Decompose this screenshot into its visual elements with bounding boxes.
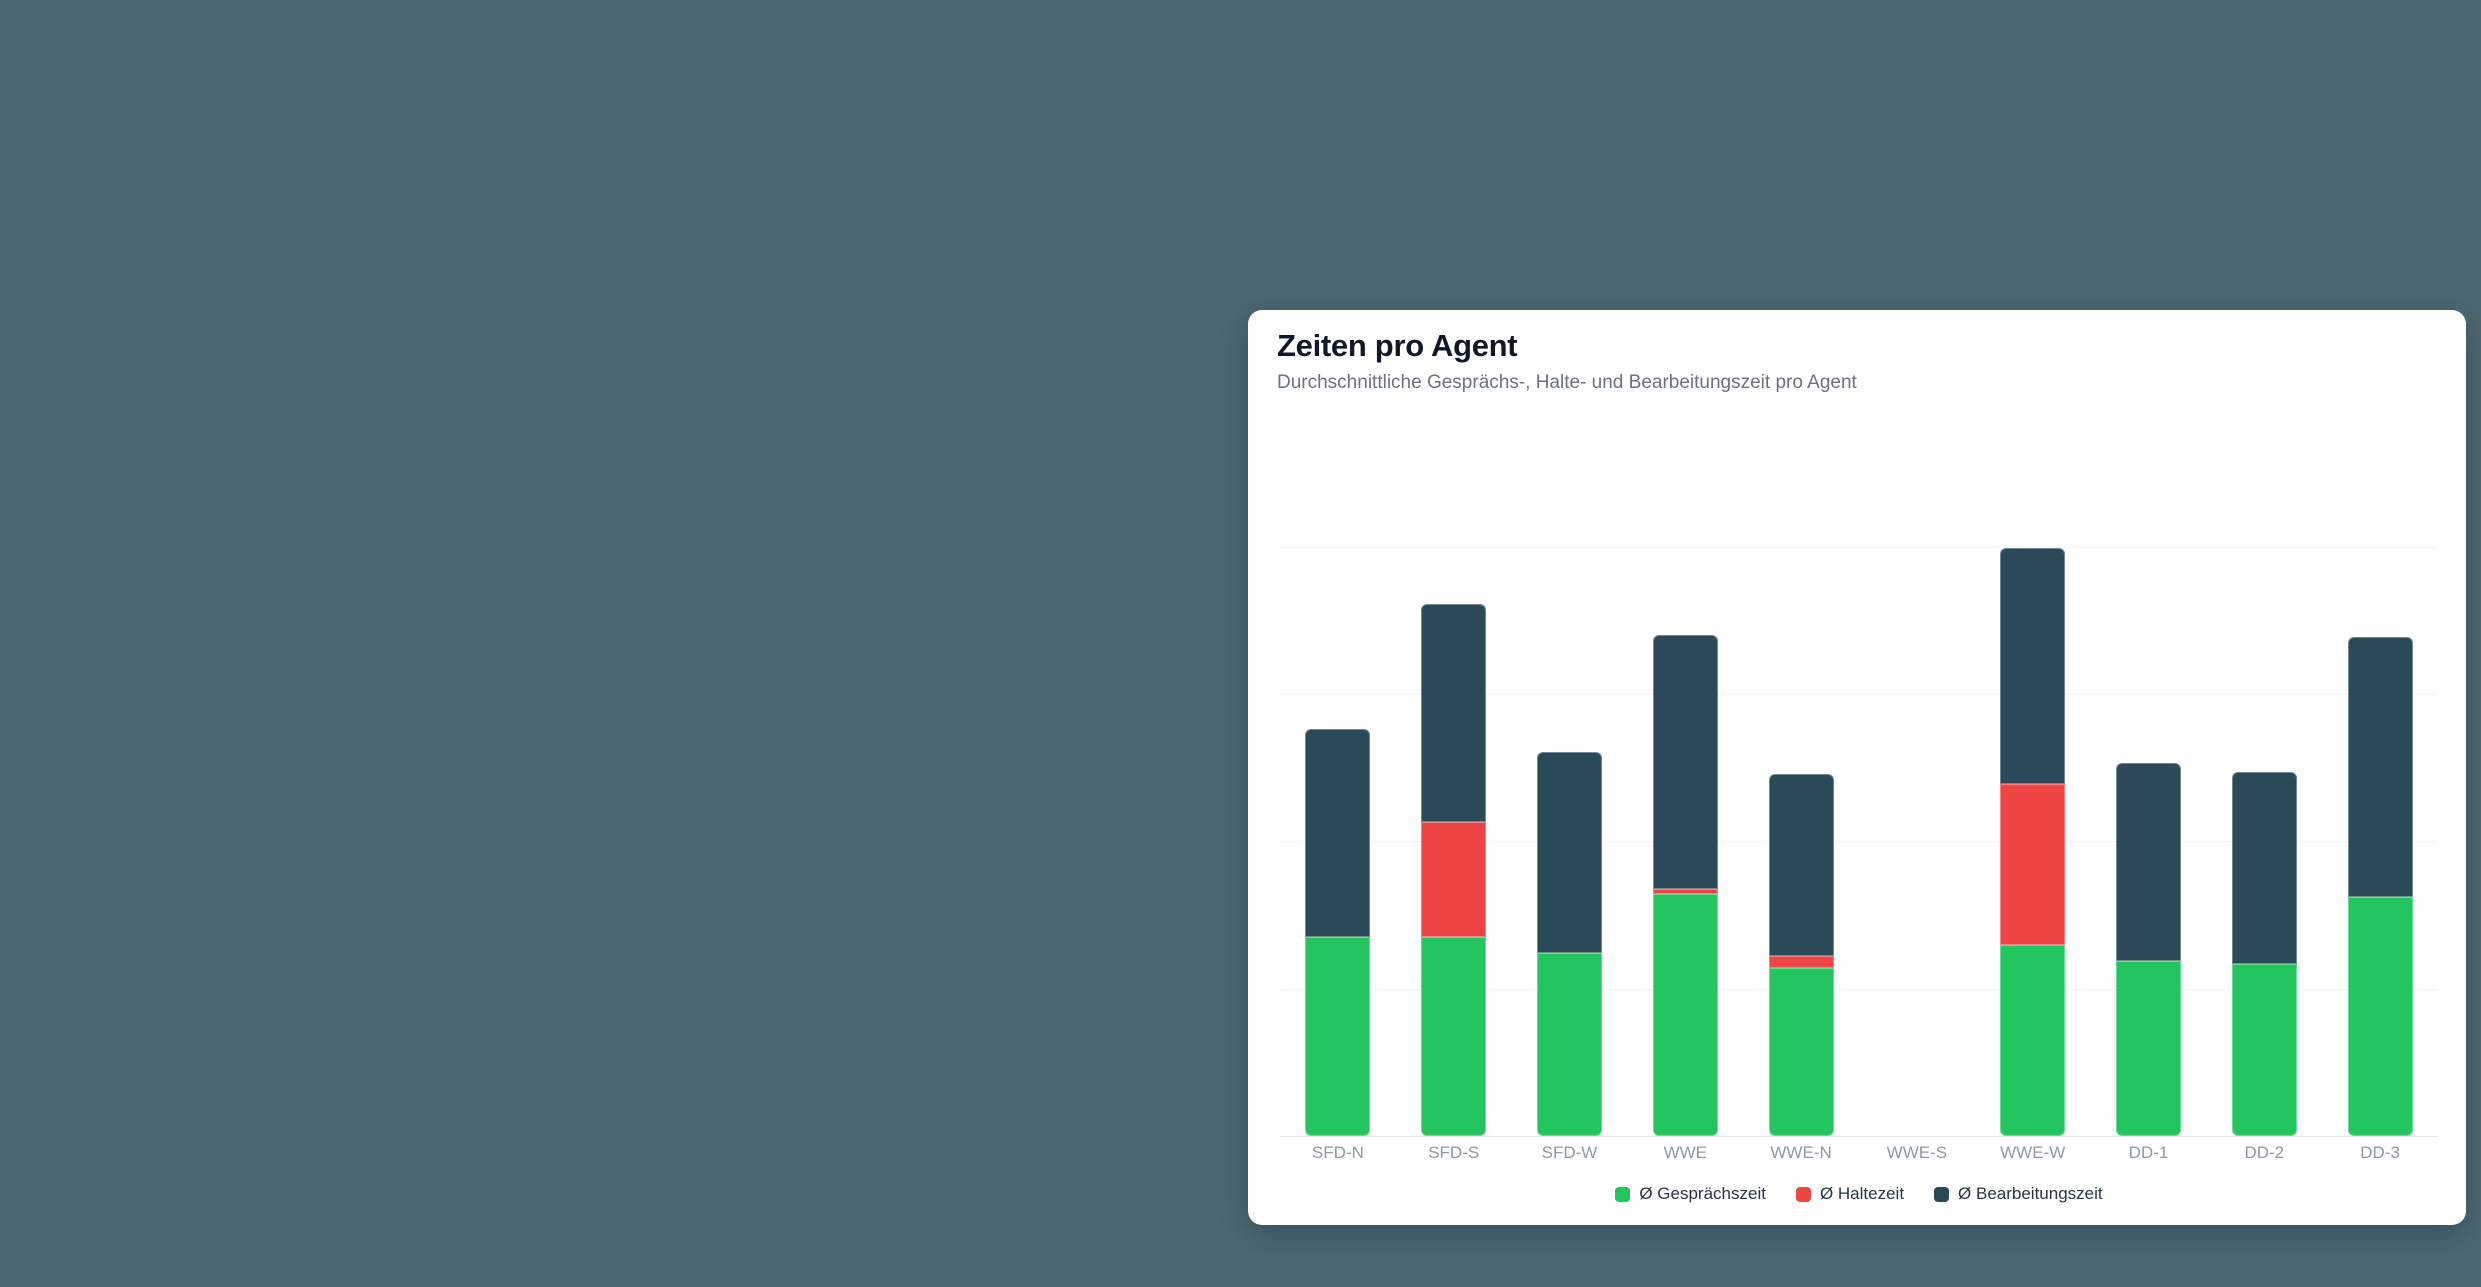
legend-label: Ø Haltezeit bbox=[1819, 1184, 1905, 1203]
legend-item-series-1[interactable]: Ø Haltezeit bbox=[1795, 1184, 1905, 1204]
card-subtitle: Durchschnittliche Gesprächs-, Halte- und… bbox=[1277, 372, 1857, 393]
gridline bbox=[1280, 546, 2438, 548]
x-axis-labels: SFD-N SFD-S SFD-W WWE WWE-N WWE-S WWE-W DD-1 DD-… bbox=[1280, 1143, 2438, 1167]
bar-dd-2[interactable] bbox=[2231, 772, 2297, 1136]
bar-segment-dd-1-series-2[interactable] bbox=[2116, 763, 2181, 961]
bar-dd-1[interactable] bbox=[2116, 763, 2181, 1136]
x-axis-label-wwe-w: WWE-W bbox=[2000, 1143, 2066, 1162]
bar-segment-sfd-n-series-0[interactable] bbox=[1305, 937, 1371, 1136]
legend-item-series-2[interactable]: Ø Bearbeitungszeit bbox=[1934, 1184, 2103, 1204]
x-axis-label-sfd-n: SFD-N bbox=[1311, 1143, 1364, 1162]
x-axis-label-sfd-s: SFD-S bbox=[1428, 1143, 1480, 1162]
bar-wwe[interactable] bbox=[1652, 635, 1718, 1136]
x-axis-label-dd-2: DD-2 bbox=[2244, 1143, 2285, 1162]
bar-segment-sfd-n-series-2[interactable] bbox=[1305, 729, 1371, 938]
bar-segment-dd-2-series-2[interactable] bbox=[2231, 772, 2297, 964]
gridline bbox=[1280, 988, 2438, 990]
bar-segment-sfd-s-series-2[interactable] bbox=[1421, 604, 1487, 823]
bar-sfd-w[interactable] bbox=[1537, 751, 1602, 1136]
bar-segment-wwe-series-2[interactable] bbox=[1652, 635, 1718, 889]
gridline bbox=[1280, 841, 2438, 843]
bar-wwe-n[interactable] bbox=[1768, 773, 1834, 1136]
legend-item-series-0[interactable]: Ø Gesprächszeit bbox=[1615, 1184, 1766, 1204]
bar-segment-sfd-w-series-0[interactable] bbox=[1537, 953, 1602, 1136]
bar-segment-dd-3-series-0[interactable] bbox=[2347, 897, 2413, 1136]
bar-segment-wwe-w-series-2[interactable] bbox=[2000, 548, 2066, 784]
bar-segment-wwe-series-0[interactable] bbox=[1652, 894, 1718, 1136]
bar-segment-sfd-s-series-0[interactable] bbox=[1421, 937, 1487, 1136]
bar-segment-wwe-n-series-1[interactable] bbox=[1768, 956, 1834, 969]
legend-label: Ø Gesprächszeit bbox=[1639, 1184, 1766, 1203]
plot-area bbox=[1280, 430, 2438, 1137]
bar-segment-wwe-n-series-2[interactable] bbox=[1768, 773, 1834, 957]
bar-sfd-n[interactable] bbox=[1305, 729, 1371, 1136]
legend-label: Ø Bearbeitungszeit bbox=[1958, 1184, 2103, 1203]
x-axis-label-dd-1: DD-1 bbox=[2128, 1143, 2169, 1162]
x-axis-label-dd-3: DD-3 bbox=[2360, 1143, 2400, 1162]
gridline bbox=[1280, 694, 2438, 696]
legend-swatch-icon bbox=[1795, 1186, 1811, 1202]
bar-segment-wwe-w-series-0[interactable] bbox=[2000, 944, 2066, 1136]
bar-segment-sfd-s-series-1[interactable] bbox=[1421, 822, 1487, 938]
legend-swatch-icon bbox=[1615, 1186, 1631, 1202]
card-title: Zeiten pro Agent bbox=[1277, 328, 1518, 363]
legend-swatch-icon bbox=[1934, 1186, 1950, 1202]
x-axis-label-wwe-s: WWE-S bbox=[1886, 1143, 1948, 1162]
bar-wwe-w[interactable] bbox=[2000, 548, 2066, 1136]
bar-segment-sfd-w-series-2[interactable] bbox=[1537, 751, 1602, 954]
x-axis-label-wwe-n: WWE-N bbox=[1770, 1143, 1832, 1162]
bar-segment-dd-2-series-0[interactable] bbox=[2231, 963, 2297, 1136]
x-axis-label-wwe: WWE bbox=[1663, 1143, 1707, 1162]
x-axis-line bbox=[1280, 1136, 2438, 1137]
bar-segment-wwe-series-1[interactable] bbox=[1652, 888, 1718, 895]
bar-segment-dd-3-series-2[interactable] bbox=[2347, 636, 2413, 898]
bar-segment-wwe-n-series-0[interactable] bbox=[1768, 968, 1834, 1136]
bar-sfd-s[interactable] bbox=[1421, 604, 1487, 1136]
bar-segment-dd-1-series-0[interactable] bbox=[2116, 960, 2181, 1136]
bar-dd-3[interactable] bbox=[2347, 636, 2413, 1136]
x-axis-label-sfd-w: SFD-W bbox=[1541, 1143, 1598, 1162]
bar-segment-wwe-w-series-1[interactable] bbox=[2000, 783, 2066, 945]
chart-card: Zeiten pro Agent Durchschnittliche Gespr… bbox=[1248, 310, 2466, 1225]
chart-legend: Ø Gesprächszeit Ø Haltezeit Ø Bearbeitungs… bbox=[1280, 1184, 2438, 1204]
